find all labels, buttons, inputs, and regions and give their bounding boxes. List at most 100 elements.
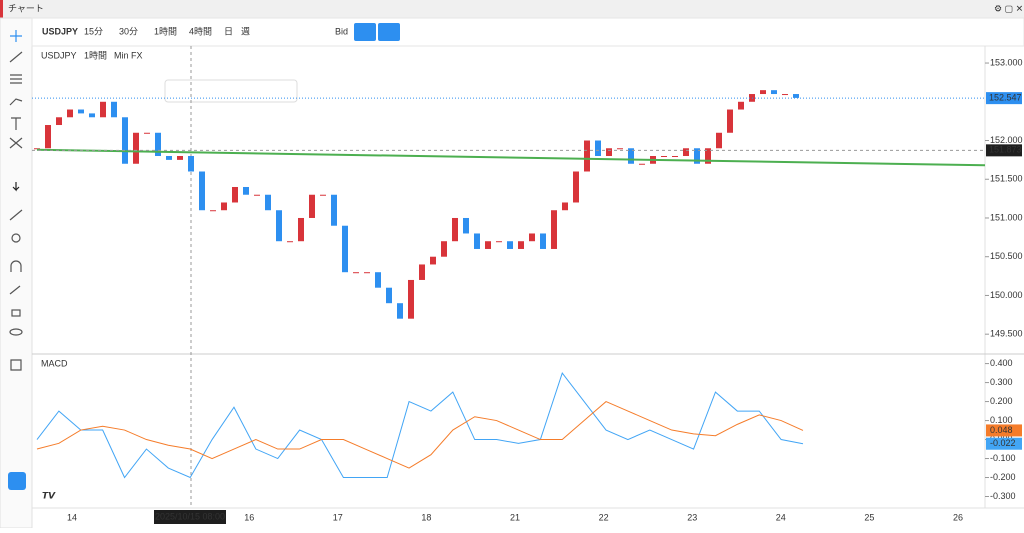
time-label: 25: [864, 512, 874, 522]
candle-body: [177, 156, 183, 160]
time-label: 24: [776, 512, 786, 522]
candle-body: [397, 303, 403, 319]
candle-body: [188, 156, 194, 172]
candle-body: [309, 194, 315, 218]
interval-button[interactable]: 1時間: [154, 26, 177, 36]
macd-badge: [986, 424, 1022, 437]
price-tick-label: 150.500: [990, 251, 1023, 261]
interval-button[interactable]: 日: [224, 26, 233, 36]
interval-button[interactable]: 4時間: [189, 26, 212, 36]
time-label: 23: [687, 512, 697, 522]
interval-button[interactable]: 週: [241, 26, 250, 36]
macd-badge-label: -0.022: [990, 438, 1016, 448]
cursor-price-label: 151.873: [989, 145, 1022, 155]
candle-body: [672, 156, 678, 158]
title-bar: [0, 0, 1024, 18]
candle-body: [122, 117, 128, 164]
candle-body: [298, 217, 304, 242]
window-controls[interactable]: ⚙ ▢ ✕: [994, 3, 1023, 13]
candle-body: [738, 101, 744, 110]
trendline: [36, 148, 986, 167]
time-label: 17: [333, 512, 343, 522]
candle-body: [342, 225, 348, 273]
candle-body: [56, 117, 62, 126]
price-tick-label: 151.000: [990, 212, 1023, 222]
macd-tick-label: 0.300: [990, 377, 1013, 387]
title-accent: [0, 0, 3, 18]
candle-body: [34, 148, 40, 150]
candle-body: [353, 272, 359, 274]
symbol[interactable]: USDJPY: [42, 26, 78, 36]
candle-body: [485, 241, 491, 249]
candle-body: [155, 132, 161, 157]
candle-body: [111, 101, 117, 118]
candle-body: [100, 101, 106, 118]
interval-button[interactable]: 15分: [84, 26, 103, 36]
candle-body: [254, 194, 260, 196]
legend-symbol: USDJPY: [41, 50, 77, 60]
candle-body: [386, 287, 392, 304]
candle-body: [210, 210, 216, 212]
candle-body: [771, 90, 777, 95]
candle-body: [628, 148, 634, 164]
drawing-toolbar[interactable]: [164, 79, 298, 103]
favorites-button[interactable]: [8, 472, 26, 490]
candle-body: [551, 210, 557, 249]
candle-body: [221, 202, 227, 211]
candle-body: [617, 148, 623, 150]
candle-body: [639, 163, 645, 165]
candle-body: [694, 148, 700, 164]
candle-body: [793, 94, 799, 98]
window-title: チャート: [8, 3, 44, 13]
last-price-label: 152.547: [989, 93, 1022, 103]
line-chart-button[interactable]: [354, 23, 376, 41]
indicator-button[interactable]: [378, 23, 400, 41]
candle-body: [287, 241, 293, 243]
macd-tick-label: -0.300: [990, 491, 1016, 501]
macd-tick-label: 0.100: [990, 415, 1013, 425]
macd-line: [36, 400, 804, 469]
candle-body: [320, 194, 326, 196]
candle-body: [496, 241, 502, 243]
candle-body: [199, 171, 205, 211]
candle-body: [683, 148, 689, 157]
candle-body: [573, 171, 579, 203]
candle-body: [463, 217, 469, 234]
candle-body: [78, 109, 84, 114]
macd-tick-label: 0.200: [990, 396, 1013, 406]
candle-body: [584, 140, 590, 172]
price-type[interactable]: Bid: [335, 26, 348, 36]
candle-body: [45, 125, 51, 149]
time-label: 18: [421, 512, 431, 522]
candle-body: [89, 113, 95, 118]
candle-body: [232, 186, 238, 203]
candle-body: [166, 156, 172, 160]
legend-source: Min FX: [114, 50, 143, 60]
candle-body: [430, 256, 436, 265]
price-tick-label: 150.000: [990, 290, 1023, 300]
time-cursor-badge: [154, 510, 226, 524]
candle-body: [782, 94, 788, 96]
interval-button[interactable]: 30分: [119, 26, 138, 36]
candle-body: [595, 140, 601, 157]
candle-body: [562, 202, 568, 211]
tool-icons[interactable]: [9, 30, 23, 371]
candle-body: [265, 194, 271, 211]
price-tick-label: 153.000: [990, 57, 1023, 67]
candle-body: [540, 233, 546, 249]
logo: 𝙏𝙑: [42, 490, 56, 500]
candle-body: [67, 109, 73, 118]
top-toolbar: [31, 17, 1024, 47]
candle-body: [276, 210, 282, 242]
time-label: 22: [599, 512, 609, 522]
time-label: 21: [510, 512, 520, 522]
macd-title: MACD: [41, 358, 68, 368]
candle-body: [606, 148, 612, 157]
macd-tick-label: -0.100: [990, 453, 1016, 463]
candle-body: [452, 217, 458, 242]
macd-line: [36, 372, 804, 479]
cursor-price-badge: [986, 144, 1022, 157]
candle-body: [661, 156, 667, 158]
candle-body: [474, 233, 480, 249]
